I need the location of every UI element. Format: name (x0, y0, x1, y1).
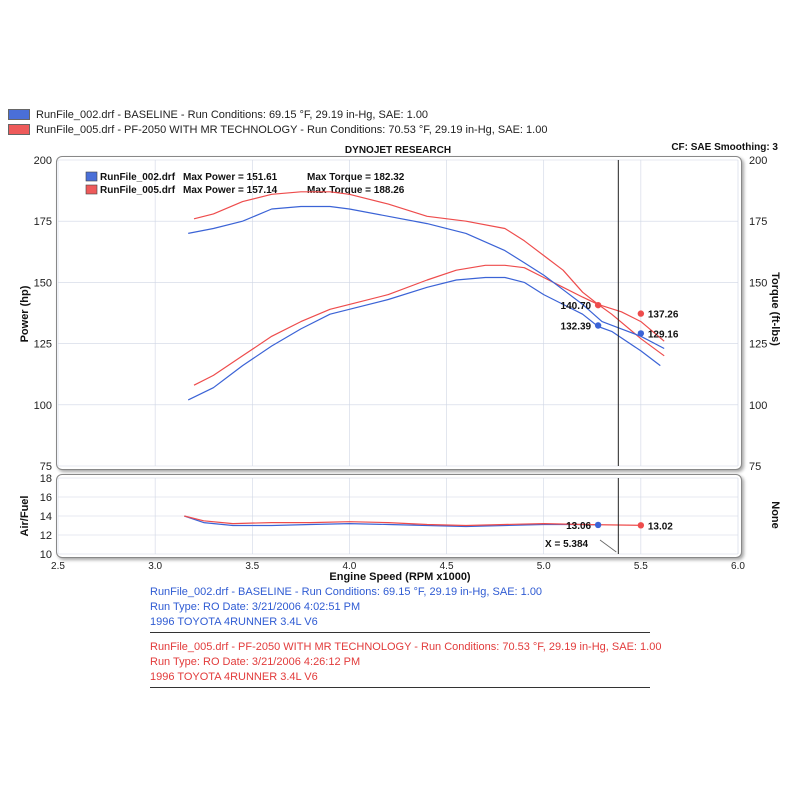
power-tick-label: 125 (34, 339, 52, 351)
power-tick-label: 150 (34, 277, 52, 289)
rpm-tick-label: 3.5 (245, 561, 259, 572)
chart-title: DYNOJET RESEARCH (345, 145, 451, 156)
airfuel-marker (637, 522, 645, 529)
divider-2 (150, 687, 650, 688)
torque-tick-label: 125 (749, 339, 767, 351)
inner-legend-swatch (85, 171, 98, 182)
power-line-pf2050 (193, 264, 665, 386)
airfuel-line-pf2050 (184, 515, 641, 527)
main-marker (637, 310, 645, 317)
airfuel-marker-label: 13.02 (648, 521, 673, 532)
rpm-tick-label: 4.5 (440, 561, 454, 572)
inner-legend-power: Max Power = 157.14 (183, 185, 278, 196)
airfuel-marker (594, 521, 602, 529)
inner-legend-run: RunFile_005.drf (100, 185, 176, 196)
torque-line-baseline (188, 205, 665, 350)
airfuel-marker-label: 13.06 (566, 521, 591, 532)
airfuel-tick-label: 14 (40, 511, 52, 523)
legend-swatch-blue (8, 109, 30, 120)
none-axis-title: None (769, 501, 781, 529)
run-info-baseline: RunFile_002.drf - BASELINE - Run Conditi… (150, 585, 542, 630)
torque-tick-label: 200 (749, 155, 767, 167)
legend-swatch-red (8, 124, 30, 135)
rpm-tick-label: 5.5 (634, 561, 648, 572)
run-info-baseline-line1: RunFile_002.drf - BASELINE - Run Conditi… (150, 586, 543, 598)
airfuel-tick-label: 18 (40, 473, 52, 485)
rpm-tick-label: 6.0 (731, 561, 745, 572)
torque-tick-label: 150 (749, 277, 767, 289)
torque-tick-label: 100 (749, 400, 767, 412)
run-info-pf2050-line2: Run Type: RO Date: 3/21/2006 4:26:12 PM (150, 656, 361, 668)
inner-legend-power: Max Power = 151.61 (183, 172, 278, 183)
main-marker-label: 129.16 (648, 329, 679, 340)
main-marker (594, 322, 602, 329)
legend-row-baseline: RunFile_002.drf - BASELINE - Run Conditi… (8, 107, 547, 122)
main-chart-panel (56, 156, 742, 470)
main-marker-label: 132.39 (561, 322, 592, 333)
airfuel-axis-title: Air/Fuel (19, 496, 31, 537)
run-info-baseline-line3: 1996 TOYOTA 4RUNNER 3.4L V6 (150, 616, 318, 628)
cf-smoothing-label: CF: SAE Smoothing: 3 (671, 142, 778, 153)
main-marker-label: 140.70 (561, 301, 592, 312)
legend-row-pf2050: RunFile_005.drf - PF-2050 WITH MR TECHNO… (8, 122, 547, 137)
run-info-pf2050-line3: 1996 TOYOTA 4RUNNER 3.4L V6 (150, 671, 318, 683)
torque-tick-label: 175 (749, 216, 767, 228)
power-axis-title: Power (hp) (19, 285, 31, 342)
inner-legend-torque: Max Torque = 182.32 (307, 172, 405, 183)
main-marker (637, 330, 645, 337)
rpm-tick-label: 2.5 (51, 561, 65, 572)
inner-legend-swatch (85, 184, 98, 195)
power-line-baseline (187, 276, 661, 401)
airfuel-tick-label: 12 (40, 530, 52, 542)
main-marker (594, 301, 602, 309)
legend-text-baseline: RunFile_002.drf - BASELINE - Run Conditi… (36, 108, 429, 121)
torque-line-pf2050 (193, 191, 665, 342)
torque-tick-label: 75 (749, 461, 761, 473)
inner-legend-torque: Max Torque = 188.26 (307, 185, 405, 196)
x-axis-title: Engine Speed (RPM x1000) (329, 571, 471, 583)
legend-text-pf2050: RunFile_005.drf - PF-2050 WITH MR TECHNO… (36, 123, 548, 136)
airfuel-tick-label: 10 (40, 549, 52, 561)
power-tick-label: 200 (34, 155, 52, 167)
torque-axis-title: Torque (ft-lbs) (769, 272, 781, 346)
run-legend: RunFile_002.drf - BASELINE - Run Conditi… (8, 107, 547, 137)
power-tick-label: 175 (34, 216, 52, 228)
divider-1 (150, 632, 650, 633)
airfuel-line-baseline (184, 515, 599, 528)
cursor-label-leader (599, 539, 617, 553)
run-info-baseline-line2: Run Type: RO Date: 3/21/2006 4:02:51 PM (150, 601, 361, 613)
rpm-tick-label: 4.0 (342, 561, 356, 572)
cursor-x-label: X = 5.384 (545, 539, 589, 550)
rpm-tick-label: 3.0 (148, 561, 162, 572)
main-marker-label: 137.26 (648, 310, 679, 321)
airfuel-tick-label: 16 (40, 492, 52, 504)
rpm-tick-label: 5.0 (537, 561, 551, 572)
power-tick-label: 100 (34, 400, 52, 412)
run-info-pf2050: RunFile_005.drf - PF-2050 WITH MR TECHNO… (150, 640, 661, 685)
run-info-pf2050-line1: RunFile_005.drf - PF-2050 WITH MR TECHNO… (150, 641, 662, 653)
power-tick-label: 75 (40, 461, 52, 473)
inner-legend-run: RunFile_002.drf (100, 172, 176, 183)
